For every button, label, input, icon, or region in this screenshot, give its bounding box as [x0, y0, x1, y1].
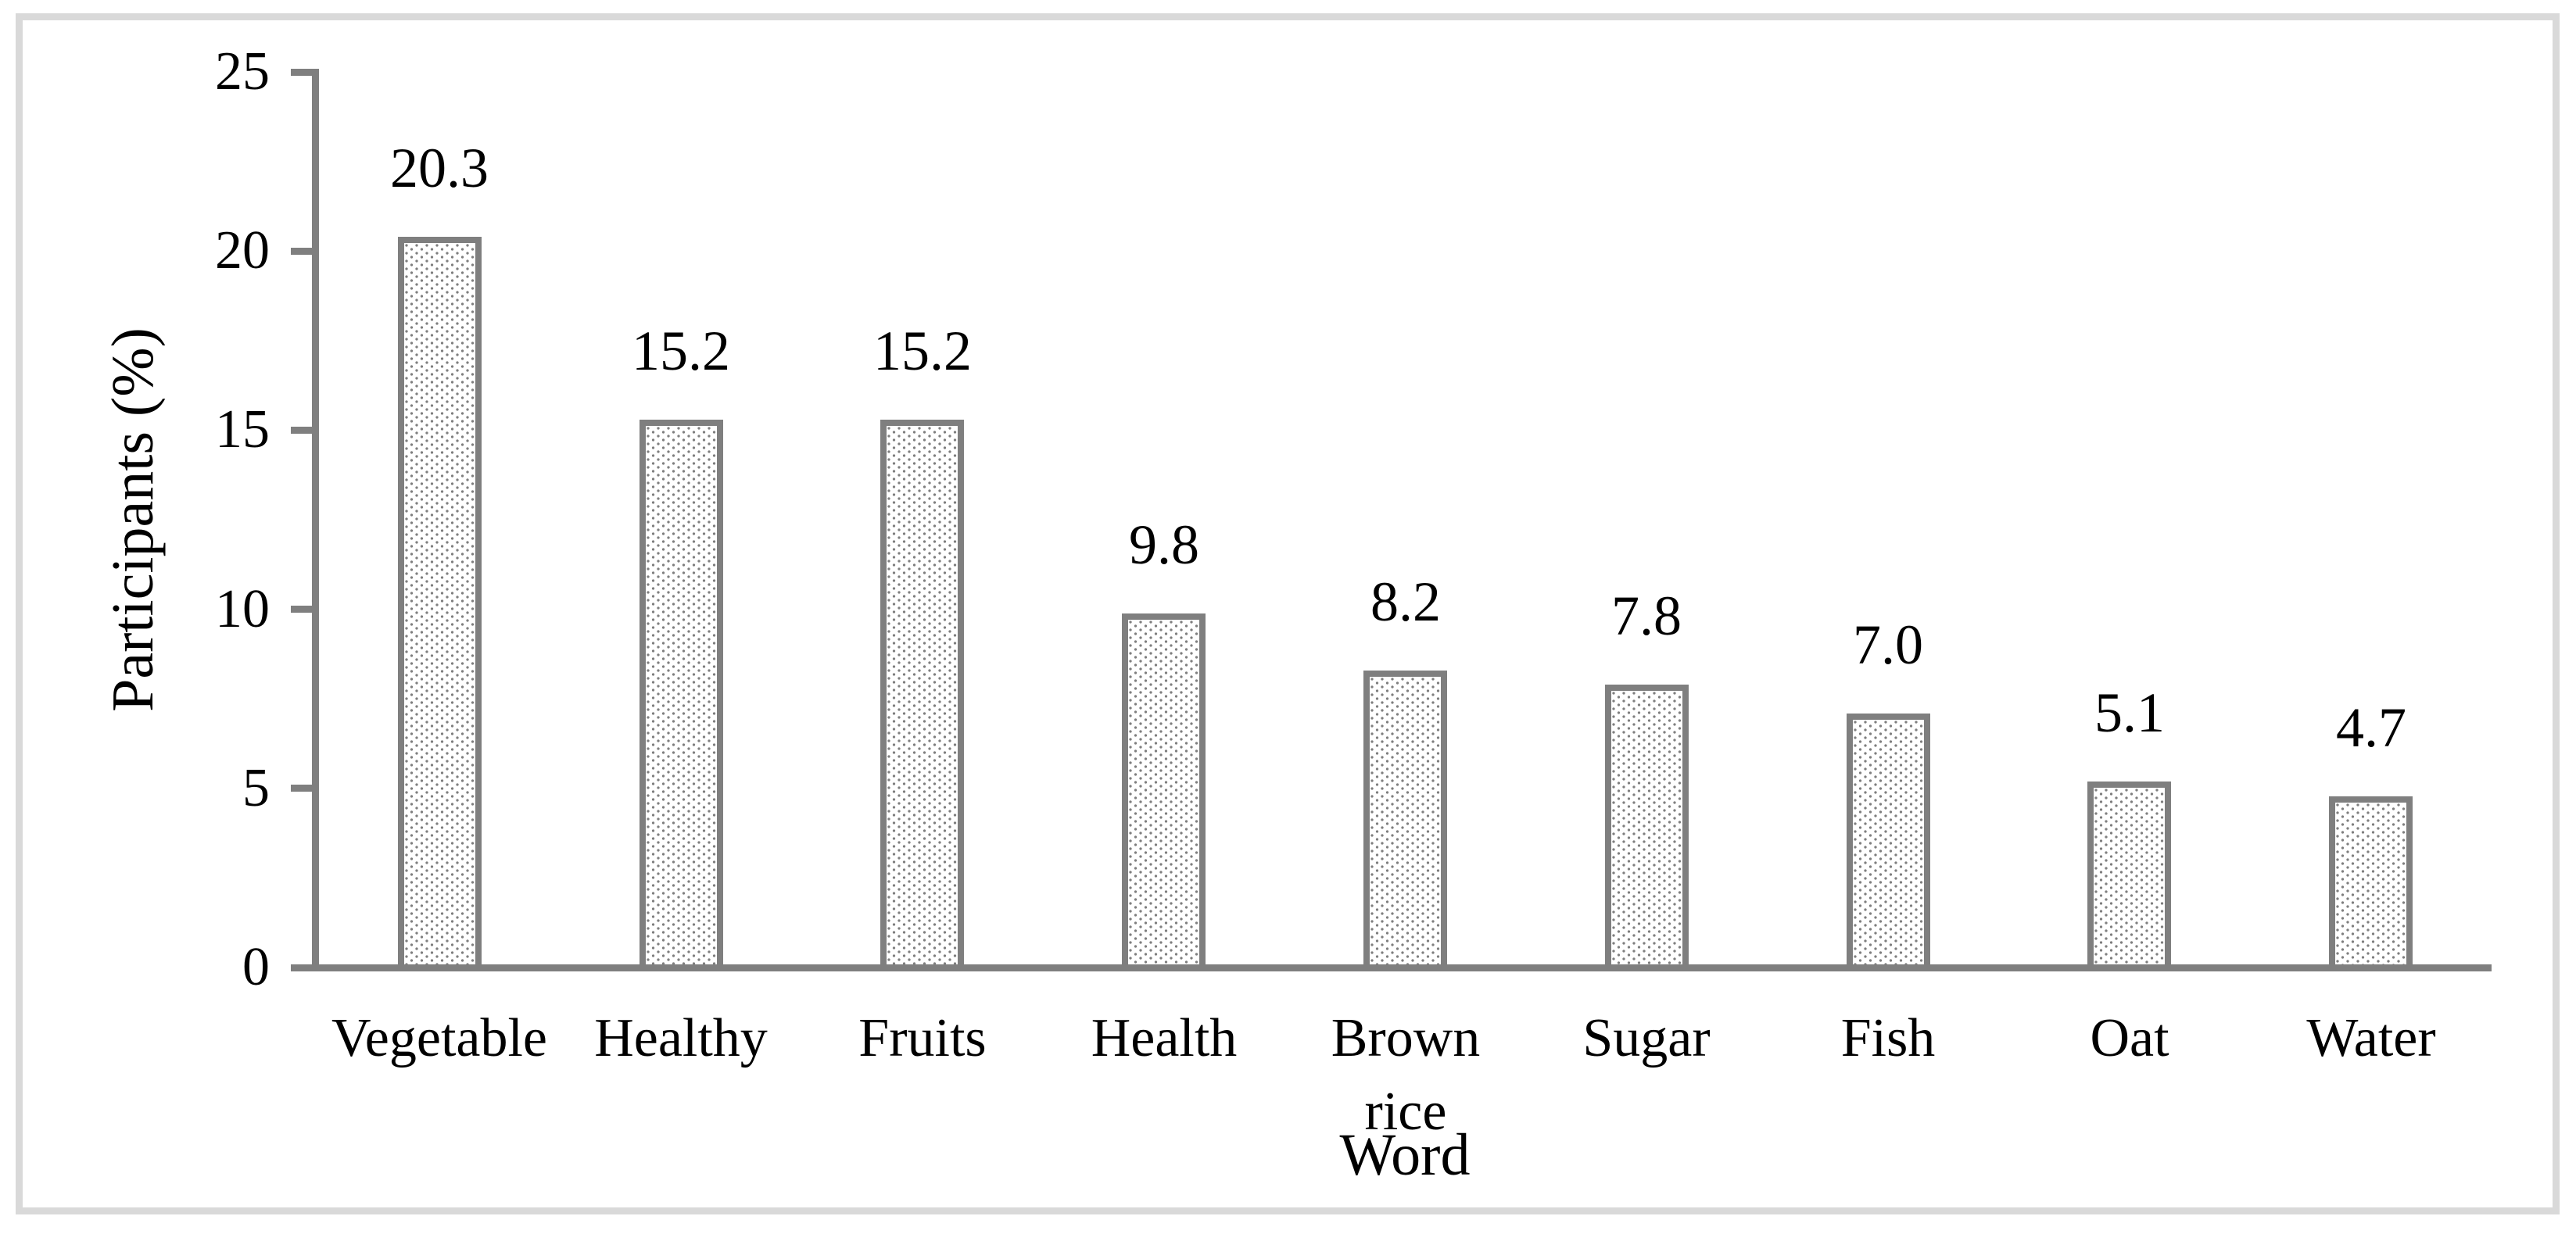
bar-brown-rice	[1363, 671, 1447, 964]
bar-oat	[2087, 782, 2171, 964]
bar-healthy	[640, 420, 723, 964]
x-category-label: Sugar	[1582, 1008, 1711, 1068]
x-category-label: Vegetable	[331, 1008, 547, 1068]
x-axis-title: Word	[1339, 1122, 1471, 1188]
y-tick-label: 20	[215, 220, 270, 281]
bar-sugar	[1605, 685, 1689, 964]
bar-value-label: 7.8	[1611, 585, 1682, 647]
bar-health	[1122, 613, 1206, 964]
y-tick-mark	[291, 68, 312, 76]
bar-value-label: 20.3	[390, 137, 489, 199]
bar-value-label: 7.0	[1853, 613, 1923, 676]
bar-fish	[1847, 714, 1930, 964]
y-tick-mark	[291, 426, 312, 434]
y-tick-mark	[291, 964, 312, 971]
x-category-label: Fish	[1840, 1008, 1936, 1068]
x-category-label: Healthy	[594, 1008, 768, 1068]
y-tick-mark	[291, 247, 312, 255]
bar-value-label: 8.2	[1370, 571, 1441, 633]
bar-value-label: 5.1	[2094, 681, 2165, 744]
x-category-label: Health	[1091, 1008, 1238, 1068]
y-tick-label: 10	[215, 578, 270, 639]
x-category-label: Brown rice	[1331, 1008, 1481, 1142]
bar-value-label: 15.2	[632, 320, 730, 382]
y-tick-mark	[291, 606, 312, 613]
y-tick-label: 15	[215, 399, 270, 460]
bar-water	[2329, 796, 2413, 964]
bar-vegetable	[398, 237, 482, 964]
x-category-label: Water	[2306, 1008, 2436, 1068]
bar-value-label: 4.7	[2336, 696, 2406, 759]
bar-value-label: 15.2	[873, 320, 972, 382]
bar-value-label: 9.8	[1129, 513, 1199, 576]
x-category-label: Fruits	[858, 1008, 987, 1068]
y-tick-label: 0	[242, 937, 270, 997]
y-tick-label: 5	[242, 757, 270, 818]
bar-fruits	[880, 420, 964, 964]
y-tick-label: 25	[215, 41, 270, 102]
y-axis-title: Participants (%)	[100, 327, 166, 712]
y-axis-line	[312, 69, 319, 971]
x-axis-line	[312, 964, 2492, 971]
x-category-label: Oat	[2090, 1008, 2169, 1068]
y-tick-mark	[291, 785, 312, 792]
